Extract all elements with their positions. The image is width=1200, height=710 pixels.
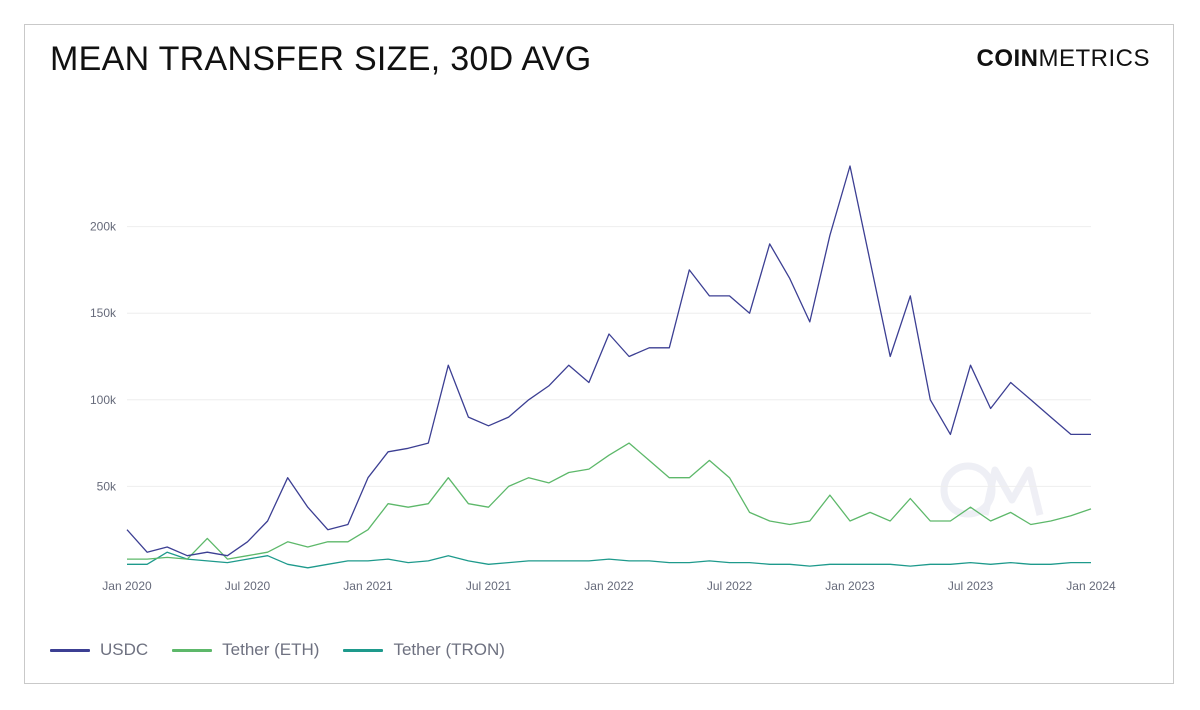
x-tick-label: Jan 2023: [825, 579, 875, 593]
logo-part-coin: COIN: [976, 45, 1039, 72]
x-tick-label: Jan 2020: [102, 579, 152, 593]
legend-item-tether-eth: Tether (ETH): [172, 640, 319, 660]
y-tick-label: 100k: [90, 393, 117, 407]
gridlines: [127, 226, 1091, 487]
x-tick-label: Jul 2020: [225, 579, 271, 593]
legend-swatch-usdc: [50, 648, 90, 652]
series-line-tether-eth: [127, 442, 1092, 560]
legend-item-usdc: USDC: [50, 640, 148, 660]
y-tick-label: 50k: [97, 479, 117, 493]
chart-title: MEAN TRANSFER SIZE, 30D AVG: [50, 40, 592, 78]
legend-label-tether-tron: Tether (TRON): [393, 640, 505, 659]
x-tick-label: Jul 2022: [707, 579, 753, 593]
x-tick-label: Jan 2024: [1066, 579, 1116, 593]
legend-item-tether-tron: Tether (TRON): [343, 640, 505, 660]
series-line-tether-tron: [127, 551, 1091, 569]
legend-label-tether-eth: Tether (ETH): [222, 640, 320, 659]
x-axis-ticks: Jan 2020 Jul 2020 Jan 2021 Jul 2021 Jan 2022…: [102, 579, 1116, 593]
legend: USDC Tether (ETH) Tether (TRON): [50, 640, 505, 660]
chart-card: [24, 24, 1174, 684]
x-tick-label: Jul 2023: [948, 579, 994, 593]
logo-part-metrics: METRICS: [1038, 45, 1150, 72]
coinmetrics-logo: COINMETRICS: [977, 45, 1151, 73]
cm-watermark: [940, 462, 1044, 518]
x-tick-label: Jan 2021: [343, 579, 393, 593]
legend-label-usdc: USDC: [100, 640, 149, 659]
y-tick-label: 150k: [90, 306, 117, 320]
y-axis-ticks: 50k 100k 150k 200k: [90, 220, 117, 494]
series-line-usdc: [126, 165, 1091, 557]
series-lines: [126, 165, 1092, 569]
y-tick-label: 200k: [90, 220, 117, 234]
x-tick-label: Jan 2022: [584, 579, 634, 593]
legend-swatch-tether-eth: [172, 648, 213, 652]
x-tick-label: Jul 2021: [466, 579, 512, 593]
legend-swatch-tether-tron: [343, 648, 384, 652]
